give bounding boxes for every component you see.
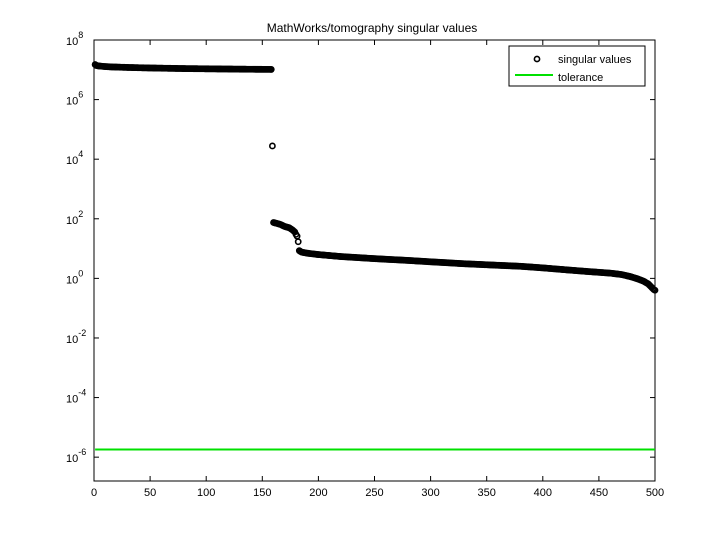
y-tick-label: 102	[66, 209, 83, 227]
y-tick-label: 10-6	[66, 447, 86, 465]
singular-value-marker	[294, 238, 302, 246]
x-tick-label: 0	[91, 487, 97, 499]
data-layer	[91, 61, 659, 451]
x-tick-label: 400	[534, 487, 552, 499]
y-tick-label: 100	[66, 268, 83, 286]
legend-label-tolerance: tolerance	[558, 72, 603, 84]
x-tick-label: 100	[197, 487, 215, 499]
x-tick-label: 300	[421, 487, 439, 499]
singular-value-marker	[267, 66, 275, 73]
y-tick-label: 104	[66, 149, 83, 167]
y-tick-label: 10-4	[66, 388, 86, 406]
legend-marker-singular-values	[533, 55, 541, 63]
x-tick-label: 350	[478, 487, 496, 499]
y-tick-label: 106	[66, 90, 83, 108]
y-tick-label: 108	[66, 30, 83, 48]
x-tick-label: 150	[253, 487, 271, 499]
singular-value-marker	[651, 286, 659, 294]
legend-label-singular-values: singular values	[558, 54, 632, 66]
legend: singular values tolerance	[508, 45, 646, 87]
y-tick-label: 10-2	[66, 328, 86, 346]
chart-title: MathWorks/tomography singular values	[267, 21, 478, 35]
plot-area: 0 50 100 150 200 250 300 350 400 450 500 10-6 10-4 10…	[66, 30, 664, 499]
x-tick-label: 250	[365, 487, 383, 499]
ticks-layer: 0 50 100 150 200 250 300 350 400 450 500 10-6 10-4 10…	[66, 30, 664, 499]
singular-value-marker	[268, 142, 276, 150]
x-tick-label: 500	[646, 487, 664, 499]
x-tick-label: 450	[590, 487, 608, 499]
x-tick-label: 50	[144, 487, 156, 499]
legend-box	[508, 45, 646, 87]
x-tick-label: 200	[309, 487, 327, 499]
